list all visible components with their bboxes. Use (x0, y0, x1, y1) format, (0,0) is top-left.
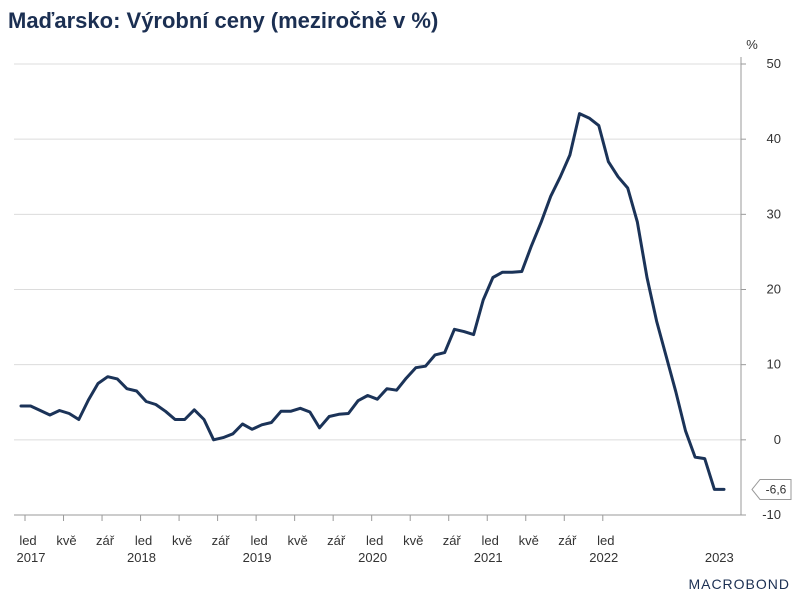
x-month-label: led (19, 533, 36, 548)
chart-title: Maďarsko: Výrobní ceny (meziročně v %) (8, 8, 439, 33)
x-month-label: zář (96, 533, 115, 548)
series-line (19, 112, 726, 491)
x-month-label: led (597, 533, 614, 548)
x-year-label: 2021 (474, 550, 503, 565)
callout-box (751, 478, 792, 500)
y-tick-label: 40 (767, 131, 781, 146)
x-month-label: kvě (519, 533, 539, 548)
y-tick-label: 20 (767, 282, 781, 297)
y-axis-ticks: 50 40 30 20 10 0 -10 (762, 56, 781, 522)
x-month-label: zář (443, 533, 462, 548)
y-tick-label: -10 (762, 507, 781, 522)
x-year-label: 2019 (243, 550, 272, 565)
series-lines (19, 112, 726, 491)
y-tick-label: 0 (774, 432, 781, 447)
y-axis-unit: % (746, 37, 758, 52)
x-year-label: 2018 (127, 550, 156, 565)
x-month-label: led (482, 533, 499, 548)
x-year-label: 2023 (705, 550, 734, 565)
macrobond-logo: MACROBOND (688, 576, 790, 592)
x-month-label: kvě (403, 533, 423, 548)
x-year-label: 2020 (358, 550, 387, 565)
x-month-label: zář (212, 533, 231, 548)
x-month-label: led (366, 533, 383, 548)
x-month-label: kvě (56, 533, 76, 548)
x-month-label: led (135, 533, 152, 548)
x-month-label: led (250, 533, 267, 548)
x-month-label: kvě (288, 533, 308, 548)
y-tick-label: 50 (767, 56, 781, 71)
y-tick-label: 10 (767, 357, 781, 372)
x-month-label: zář (558, 533, 577, 548)
axes (14, 57, 746, 521)
y-tick-label: 30 (767, 206, 781, 221)
x-axis-ticks: led kvě zář led kvě zář led kvě zář led kvě zář led k… (17, 533, 734, 565)
callout-value-label: -6,6 (766, 482, 787, 496)
x-year-label: 2017 (17, 550, 46, 565)
x-year-label: 2022 (589, 550, 618, 565)
x-month-label: kvě (172, 533, 192, 548)
last-value-callout: -6,6 (751, 478, 792, 500)
grid-lines (14, 63, 741, 516)
x-month-label: zář (327, 533, 346, 548)
